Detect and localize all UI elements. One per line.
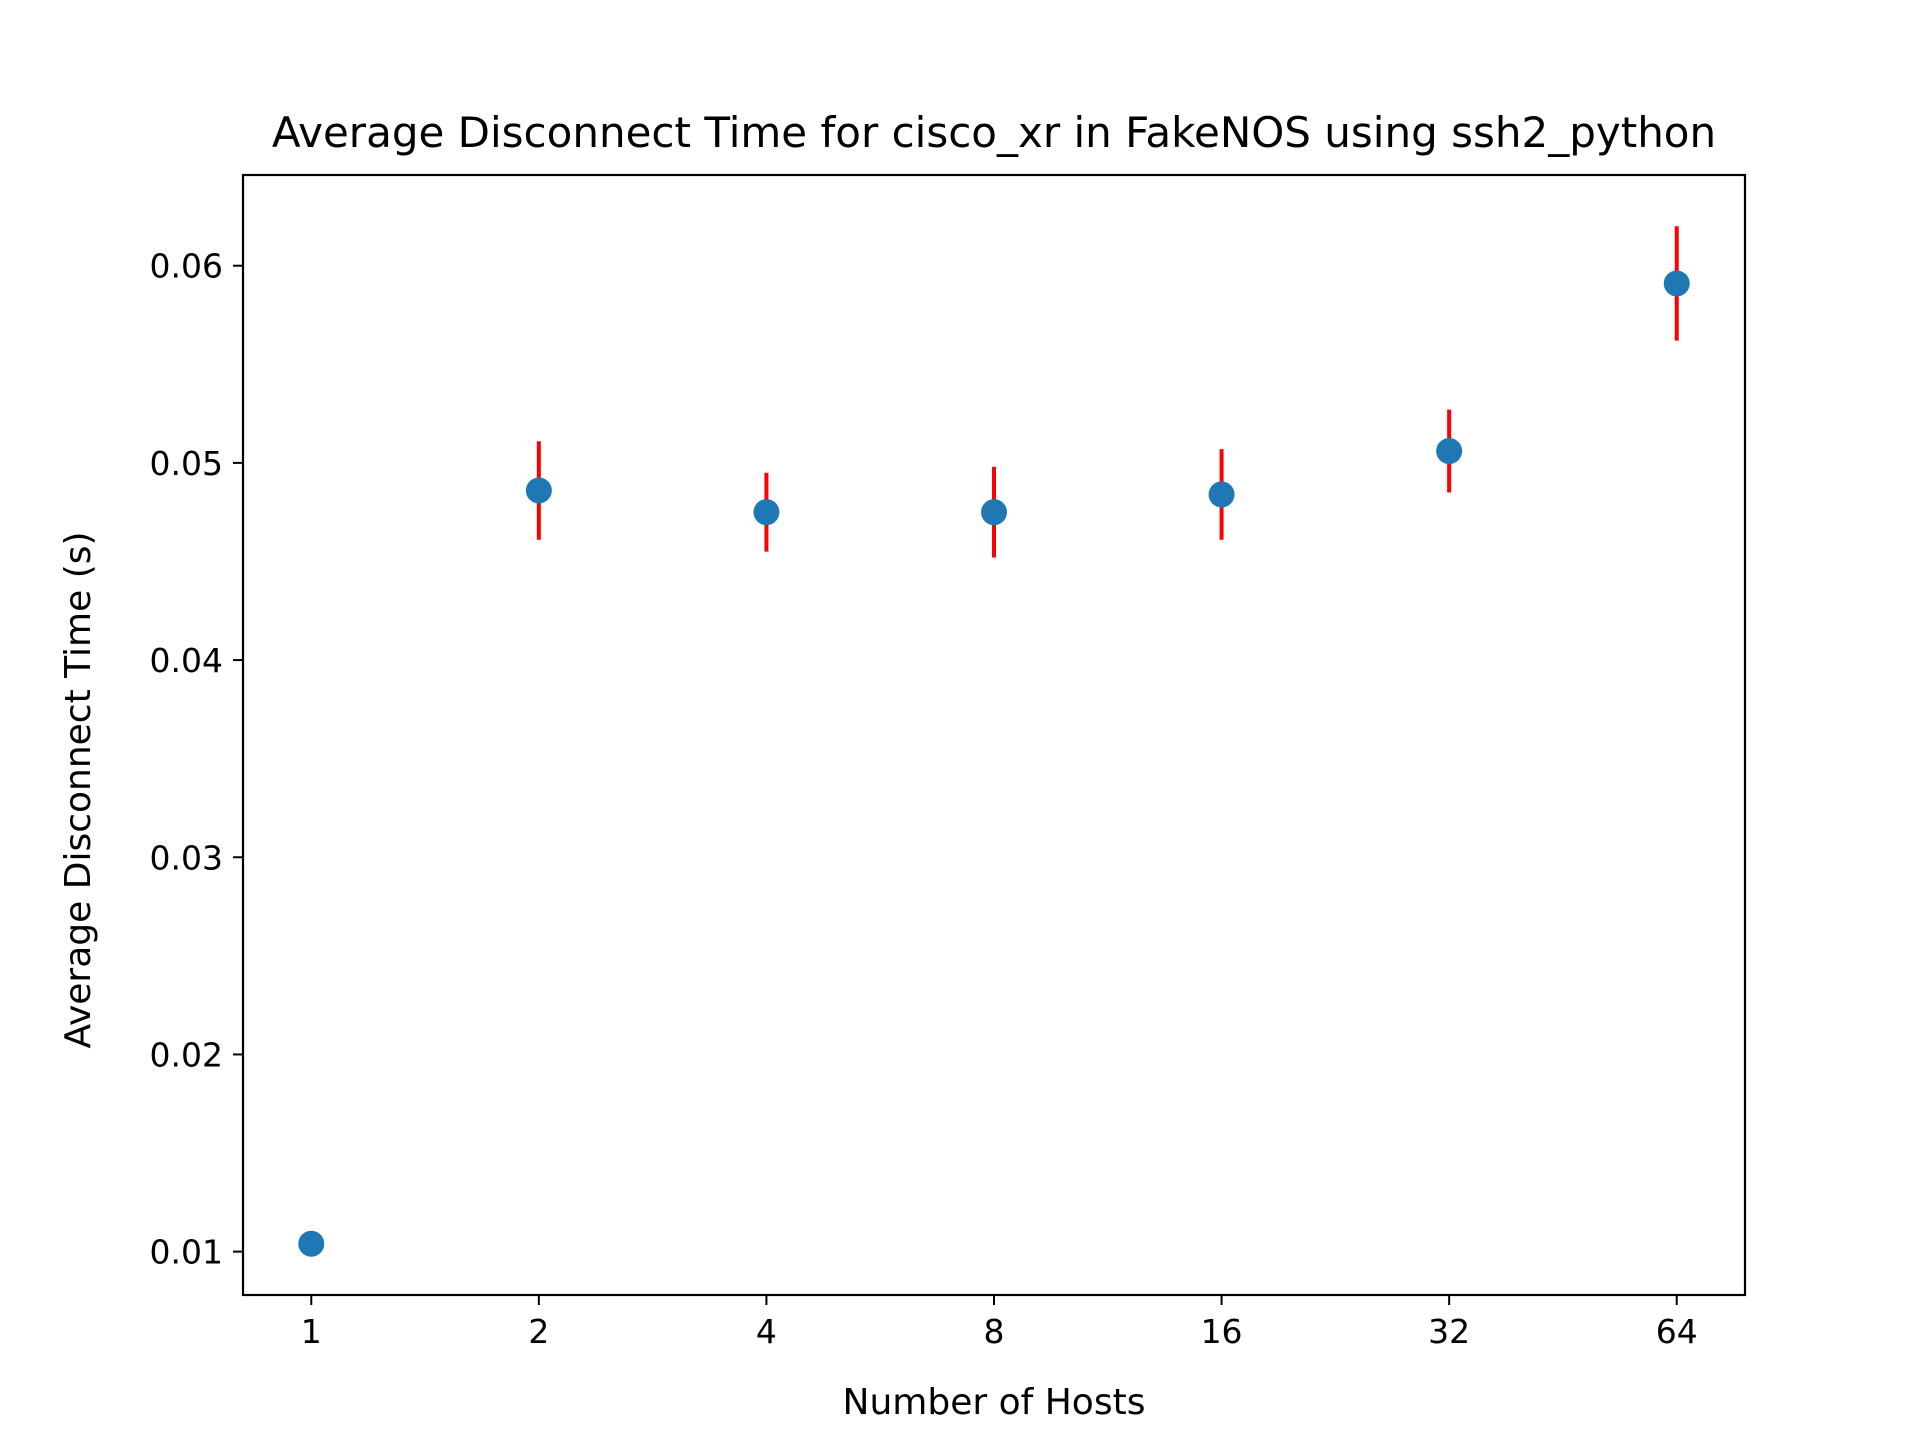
x-tick-label-1: 1 [301, 1312, 322, 1351]
data-point-1 [298, 1230, 325, 1257]
axes-frame [241, 173, 1747, 1297]
x-axis-title: Number of Hosts [843, 1382, 1146, 1423]
x-tick-label-16: 16 [1201, 1312, 1243, 1351]
y-tick-label-0.03: 0.03 [150, 838, 223, 877]
data-point-16 [1208, 481, 1235, 508]
y-tick-label-0.01: 0.01 [150, 1233, 223, 1272]
y-tick-label-0.04: 0.04 [150, 641, 223, 680]
y-axis-title: Average Disconnect Time (s) [58, 531, 99, 1048]
y-tick-label-0.06: 0.06 [150, 247, 223, 286]
data-point-64 [1663, 270, 1690, 297]
y-tick-label-0.05: 0.05 [150, 444, 223, 483]
chart-title: Average Disconnect Time for cisco_xr in … [272, 108, 1716, 157]
x-tick-label-64: 64 [1656, 1312, 1698, 1351]
y-tick-label-0.02: 0.02 [150, 1035, 223, 1074]
data-point-32 [1436, 438, 1463, 465]
x-tick-label-8: 8 [984, 1312, 1005, 1351]
x-tick-label-4: 4 [756, 1312, 777, 1351]
data-point-4 [753, 499, 780, 526]
data-point-2 [525, 477, 552, 504]
x-tick-label-32: 32 [1428, 1312, 1470, 1351]
plot-area: 1 2 4 8 16 32 64 0.01 0.02 0.03 0.04 0.05 0.06 [150, 226, 1698, 1351]
data-point-8 [981, 499, 1007, 526]
x-tick-label-2: 2 [528, 1312, 549, 1351]
